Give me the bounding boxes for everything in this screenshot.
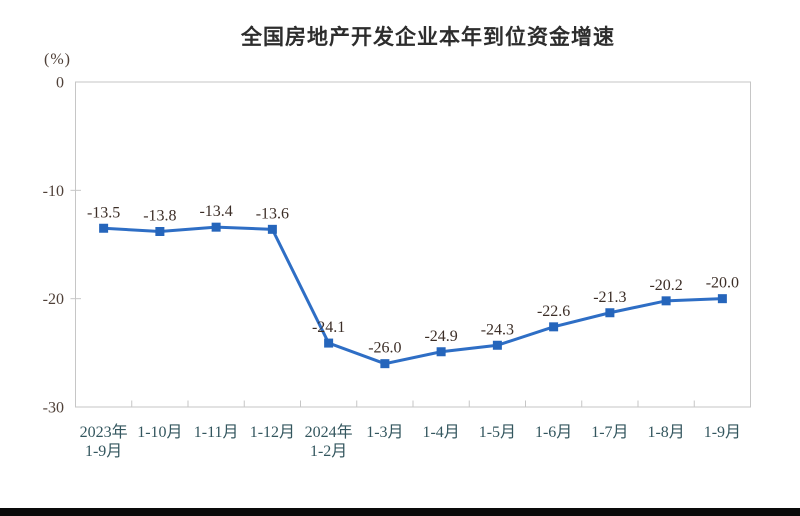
data-point-marker xyxy=(549,322,559,332)
data-point-label: -26.0 xyxy=(368,340,401,357)
x-axis-tick-label: 1-4月 xyxy=(422,424,459,441)
data-point-label: -22.6 xyxy=(537,303,570,320)
x-axis-tick-label: 1-12月 xyxy=(250,424,295,441)
data-point-label: -13.5 xyxy=(87,204,120,221)
data-point-label: -21.3 xyxy=(593,289,626,306)
x-axis-tick-label: 1-6月 xyxy=(535,424,572,441)
data-point-label: -20.0 xyxy=(706,275,739,292)
data-point-marker xyxy=(605,308,615,318)
x-axis-tick-label: 1-7月 xyxy=(591,424,628,441)
x-axis-tick-label: 1-3月 xyxy=(366,424,403,441)
x-axis-tick-label: 1-9月 xyxy=(704,424,741,441)
y-axis-tick-label: -10 xyxy=(43,183,64,200)
data-point-label: -24.3 xyxy=(481,321,514,338)
x-axis-tick-label: 1-5月 xyxy=(479,424,516,441)
data-point-marker xyxy=(99,223,109,233)
data-point-marker xyxy=(380,359,390,369)
data-point-label: -13.8 xyxy=(143,208,176,225)
data-point-label: -24.9 xyxy=(424,328,457,345)
data-point-marker xyxy=(155,227,165,236)
data-point-marker xyxy=(267,224,277,234)
data-point-marker xyxy=(436,347,446,357)
x-axis-tick-label: 1-11月 xyxy=(194,424,239,441)
x-axis-tick-label: 2023年 1-9月 xyxy=(80,423,128,460)
x-axis-tick-label: 1-10月 xyxy=(137,424,182,441)
bottom-border-bar xyxy=(0,508,800,516)
x-axis-tick-label: 2024年 1-2月 xyxy=(305,423,353,460)
y-axis-tick-label: -20 xyxy=(43,291,64,308)
data-point-label: -13.4 xyxy=(199,203,232,220)
data-point-marker xyxy=(661,296,671,306)
data-point-label: -20.2 xyxy=(649,277,682,294)
data-series-line xyxy=(103,225,723,366)
data-point-marker xyxy=(492,340,502,350)
chart-title: 全国房地产开发企业本年到位资金增速 xyxy=(241,26,615,49)
data-point-marker xyxy=(717,294,727,304)
y-axis-tick-label: -30 xyxy=(43,400,64,417)
y-axis-tick-label: 0 xyxy=(56,75,64,92)
data-point-marker xyxy=(324,338,334,348)
data-point-label: -24.1 xyxy=(312,319,345,336)
data-point-marker xyxy=(211,222,221,232)
y-axis-unit-label: (%) xyxy=(44,51,71,68)
data-point-label: -13.6 xyxy=(256,205,289,222)
x-axis-tick-label: 1-8月 xyxy=(647,424,684,441)
